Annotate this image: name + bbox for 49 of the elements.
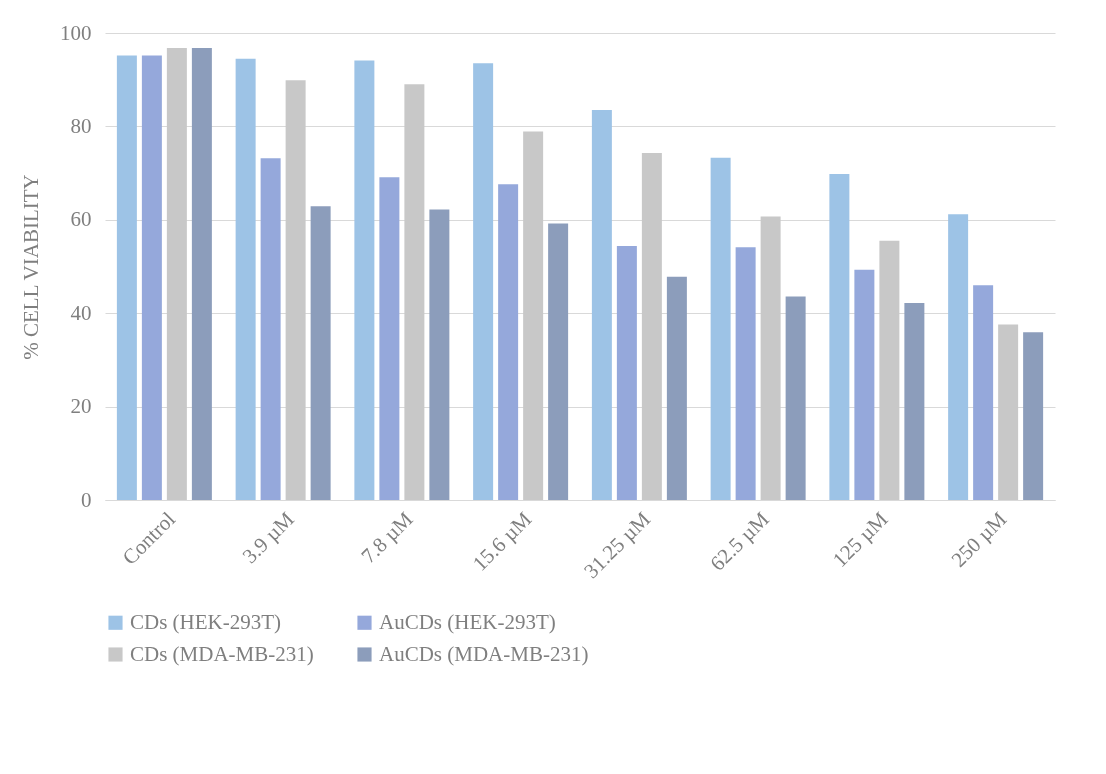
y-tick-label: 20 — [70, 394, 92, 419]
x-tick-label: 15.6 µM — [467, 506, 537, 576]
x-tick-label: 3.9 µM — [237, 506, 299, 569]
bar — [854, 269, 875, 500]
y-tick-label: 0 — [81, 487, 92, 512]
bar — [998, 324, 1019, 500]
bar — [641, 153, 662, 500]
y-tick-label: 100 — [60, 20, 92, 45]
legend-label: CDs (MDA-MB-231) — [130, 641, 314, 666]
bar — [904, 302, 925, 500]
legend-label: CDs (HEK-293T) — [130, 609, 282, 634]
bar — [973, 285, 994, 500]
bar — [548, 223, 569, 500]
y-axis-title: % CELL VIABILITY — [19, 174, 43, 360]
bar — [710, 157, 731, 500]
legend-label: AuCDs (HEK-293T) — [379, 609, 556, 634]
bar — [429, 209, 450, 500]
bar — [785, 296, 806, 500]
bar — [379, 177, 400, 500]
bar — [879, 240, 900, 500]
x-tick-label: 125 µM — [827, 506, 893, 572]
x-tick-label: 250 µM — [946, 506, 1012, 572]
bar — [354, 60, 375, 500]
bar — [498, 184, 519, 500]
bar — [735, 247, 756, 500]
bar — [260, 158, 281, 500]
y-tick-label: 80 — [70, 113, 92, 138]
bar — [285, 80, 306, 500]
x-tick-label: 62.5 µM — [705, 506, 774, 576]
bar — [591, 110, 612, 500]
bar — [760, 216, 781, 500]
bar — [166, 47, 187, 500]
bar — [404, 84, 425, 500]
bar — [948, 214, 969, 500]
y-tick-label: 40 — [70, 300, 92, 325]
bar — [666, 276, 687, 500]
bar — [523, 131, 544, 500]
bar — [1023, 332, 1044, 500]
bar — [141, 55, 162, 500]
bar — [616, 245, 637, 500]
bar — [116, 55, 137, 500]
legend-label: AuCDs (MDA-MB-231) — [379, 641, 589, 666]
bar — [235, 58, 256, 500]
bar — [829, 174, 850, 500]
bar — [191, 47, 212, 500]
bar — [473, 63, 494, 500]
y-tick-label: 60 — [70, 207, 92, 232]
bar — [310, 206, 331, 500]
x-tick-label: 7.8 µM — [356, 506, 418, 569]
